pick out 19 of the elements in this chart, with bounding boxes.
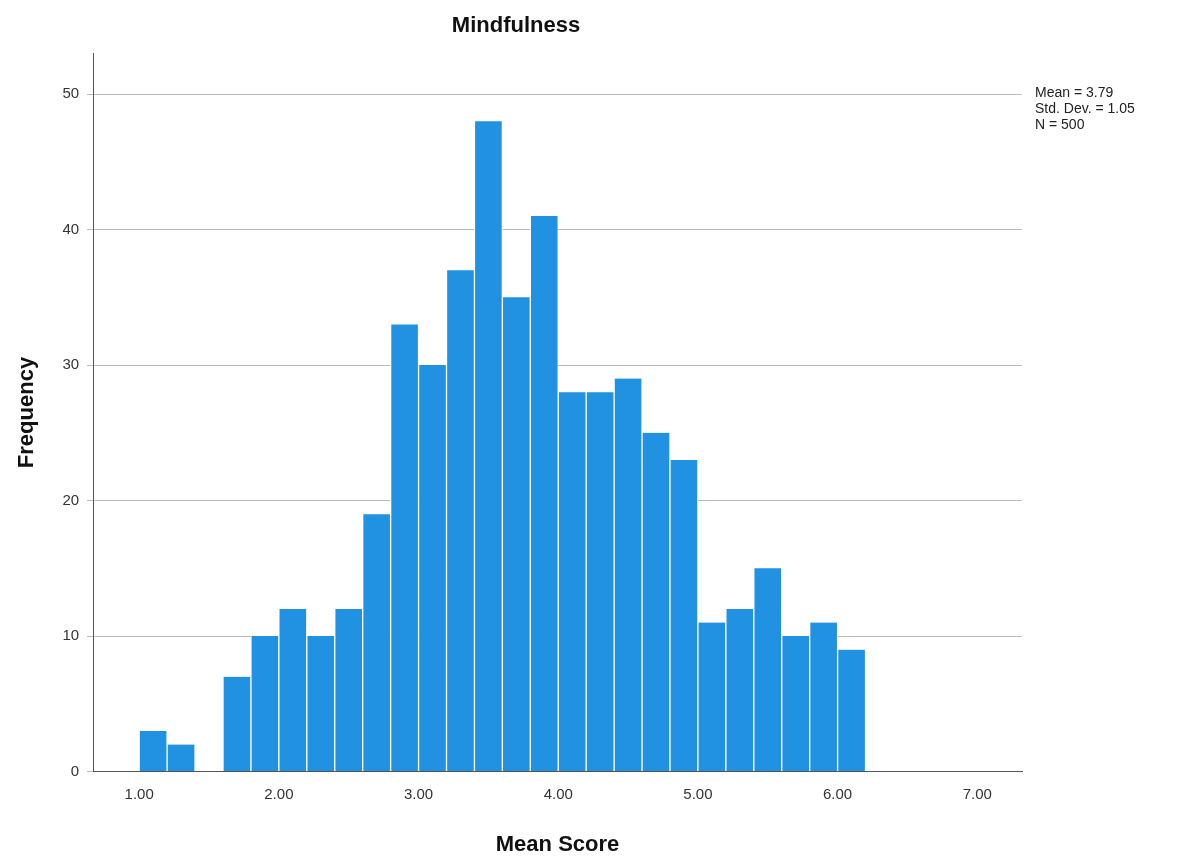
y-tick-label: 50: [62, 84, 80, 102]
x-tick-label: 2.00: [264, 784, 294, 802]
text: Std. Dev. = 1.05: [1035, 100, 1135, 116]
text: N = 500: [1035, 116, 1086, 132]
y-tick-label: 40: [62, 219, 80, 237]
x-tick-label: 1.00: [124, 784, 154, 802]
chart-title: Mindfulness: [451, 12, 581, 38]
x-tick-label: 3.00: [403, 784, 434, 802]
x-tick-label: 5.00: [683, 784, 713, 802]
y-axis-title: Frequency: [13, 356, 39, 469]
text: Mean = 3.79: [1035, 84, 1115, 100]
x-tick-label: 7.00: [962, 784, 992, 802]
y-tick-label: 10: [62, 626, 80, 644]
x-tick-label: 6.00: [823, 784, 853, 802]
y-tick-label: 30: [62, 355, 80, 373]
x-axis-title: Mean Score: [495, 830, 620, 856]
y-tick-label: 0: [70, 761, 80, 779]
y-tick-label: 20: [62, 490, 80, 508]
x-tick-label: 4.00: [543, 784, 573, 802]
